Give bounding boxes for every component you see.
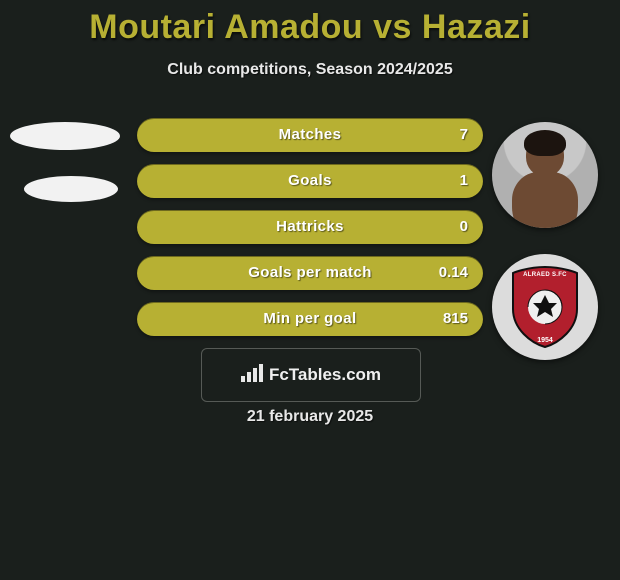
stat-value-right: 0.14 bbox=[439, 256, 468, 290]
stat-row: Min per goal 815 bbox=[0, 302, 620, 336]
stat-row: Goals per match 0.14 bbox=[0, 256, 620, 290]
page-title: Moutari Amadou vs Hazazi bbox=[0, 0, 620, 47]
page-subtitle: Club competitions, Season 2024/2025 bbox=[0, 61, 620, 79]
stat-row: Goals 1 bbox=[0, 164, 620, 198]
bars-icon bbox=[241, 364, 263, 387]
stat-value-right: 0 bbox=[460, 210, 468, 244]
date-line: 21 february 2025 bbox=[0, 408, 620, 426]
stat-value-right: 1 bbox=[460, 164, 468, 198]
stat-label: Min per goal bbox=[137, 302, 483, 336]
watermark-text: FcTables.com bbox=[269, 365, 381, 385]
stat-label: Hattricks bbox=[137, 210, 483, 244]
stat-label: Goals bbox=[137, 164, 483, 198]
stats-list: Matches 7 Goals 1 Hattricks 0 Goals per … bbox=[0, 118, 620, 348]
stat-value-right: 7 bbox=[460, 118, 468, 152]
stat-value-right: 815 bbox=[443, 302, 468, 336]
stat-label: Goals per match bbox=[137, 256, 483, 290]
comparison-card: Moutari Amadou vs Hazazi Club competitio… bbox=[0, 0, 620, 580]
stat-row: Hattricks 0 bbox=[0, 210, 620, 244]
watermark: FcTables.com bbox=[201, 348, 421, 402]
stat-label: Matches bbox=[137, 118, 483, 152]
